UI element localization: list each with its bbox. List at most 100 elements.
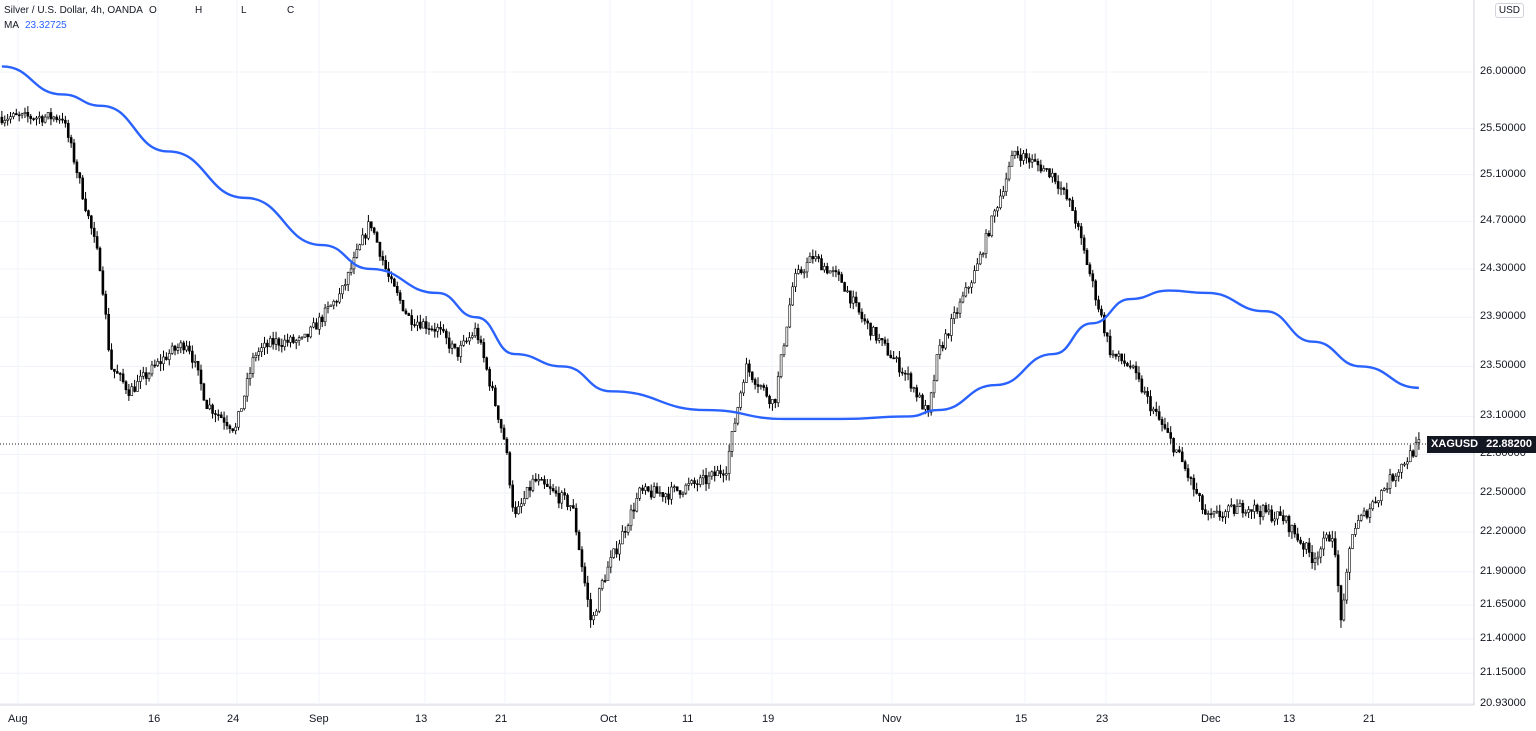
candle-body <box>1077 223 1080 227</box>
last-price-value: 22.88200 <box>1486 438 1532 450</box>
candle-body <box>577 531 581 550</box>
candle-body <box>947 333 950 336</box>
candle-body <box>124 381 128 391</box>
candle-body <box>1362 510 1366 516</box>
candle-body <box>1209 513 1213 515</box>
candle-body <box>277 338 281 346</box>
candle-body <box>834 270 838 273</box>
candle-body <box>1287 515 1291 533</box>
candle-body <box>378 242 382 257</box>
candle-body <box>1048 168 1051 178</box>
time-tick-label: 19 <box>762 713 775 725</box>
candle-body <box>1411 450 1415 457</box>
candle-body <box>1140 378 1144 393</box>
candle-body <box>144 372 148 379</box>
candle-body <box>346 272 350 285</box>
candle-body <box>1039 164 1043 172</box>
candle-body <box>664 493 667 498</box>
candle-body <box>722 473 725 476</box>
candle-body <box>799 269 803 273</box>
candle-body <box>167 353 171 360</box>
candle-body <box>1007 166 1011 180</box>
candle-body <box>667 493 670 500</box>
candle-body <box>1279 511 1282 516</box>
candle-body <box>1284 515 1288 522</box>
candle-body <box>361 234 364 246</box>
candle-body <box>736 407 740 424</box>
candle-body <box>1036 160 1040 166</box>
candle-body <box>996 207 999 212</box>
candle-body <box>485 357 489 370</box>
candle-body <box>779 354 783 377</box>
candle-body <box>43 116 47 123</box>
price-tick-label: 24.30000 <box>1480 261 1526 274</box>
candle-body <box>690 480 693 484</box>
currency-button[interactable]: USD <box>1494 3 1524 18</box>
price-tick-label: 21.65000 <box>1480 598 1526 611</box>
candle-body <box>1406 461 1409 465</box>
candle-body <box>641 487 644 491</box>
candle-body <box>701 475 705 479</box>
candle-body <box>1100 308 1103 316</box>
time-tick-label: 13 <box>415 713 428 725</box>
candle-body <box>713 471 717 477</box>
candle-body <box>768 395 771 405</box>
candle-body <box>66 122 70 138</box>
price-tick-label: 23.50000 <box>1480 359 1526 372</box>
candle-body <box>92 227 96 237</box>
candle-body <box>268 338 272 348</box>
candle-body <box>895 357 898 359</box>
candle-body <box>644 486 647 491</box>
candle-body <box>1380 490 1383 501</box>
candle-body <box>6 118 9 121</box>
candle-body <box>528 486 532 491</box>
candle-body <box>955 312 959 314</box>
candle-body <box>872 326 875 336</box>
candle-body <box>825 266 829 274</box>
candle-body <box>398 292 402 301</box>
candle-body <box>344 284 347 286</box>
candle-body <box>589 599 592 621</box>
candle-body <box>170 345 174 354</box>
legend-row-ma[interactable]: MA 23.32725 <box>4 18 327 33</box>
candle-body <box>502 427 506 440</box>
candle-body <box>292 336 295 343</box>
candle-body <box>958 301 962 314</box>
candle-body <box>687 483 691 486</box>
candle-body <box>1201 495 1204 510</box>
candle-body <box>1328 534 1331 542</box>
candle-body <box>52 116 56 120</box>
candle-body <box>23 112 27 114</box>
candle-body <box>237 411 240 428</box>
candle-body <box>794 273 797 288</box>
candle-body <box>1331 538 1334 542</box>
candle-body <box>1403 463 1406 466</box>
candle-body <box>1143 391 1147 393</box>
candle-body <box>468 337 471 342</box>
candle-body <box>655 486 659 494</box>
time-tick-label: 21 <box>1363 713 1376 725</box>
candle-body <box>1065 189 1069 200</box>
candle-body <box>710 471 714 477</box>
candle-body <box>188 345 191 352</box>
candle-body <box>909 373 913 389</box>
candle-body <box>606 566 610 581</box>
candle-body <box>540 479 543 481</box>
candle-body <box>1238 502 1242 507</box>
candle-body <box>1016 150 1020 156</box>
candle-body <box>222 417 226 423</box>
candle-body <box>1322 537 1325 550</box>
candle-body <box>924 405 927 410</box>
candle-body <box>774 399 777 404</box>
candle-body <box>182 342 185 351</box>
candle-body <box>491 385 494 389</box>
candle-body <box>906 373 910 375</box>
candle-body <box>1068 198 1071 201</box>
candle-body <box>978 253 982 265</box>
candle-body <box>1180 451 1184 463</box>
candle-body <box>967 286 970 289</box>
candle-body <box>811 256 815 260</box>
candle-body <box>329 304 333 307</box>
candle-body <box>1146 391 1149 397</box>
